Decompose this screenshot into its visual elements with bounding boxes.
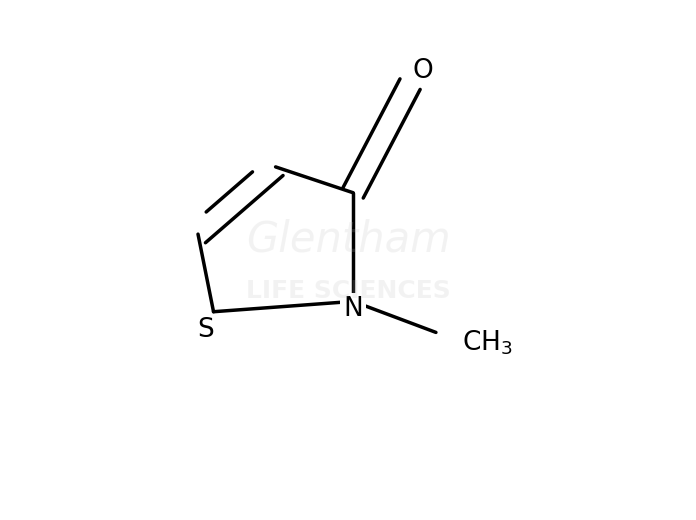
Text: S: S: [198, 317, 214, 343]
Text: N: N: [343, 296, 363, 322]
Text: LIFE SCIENCES: LIFE SCIENCES: [246, 279, 450, 303]
Text: Glentham: Glentham: [246, 218, 450, 261]
Text: CH$_3$: CH$_3$: [461, 329, 512, 357]
Text: O: O: [413, 58, 434, 84]
